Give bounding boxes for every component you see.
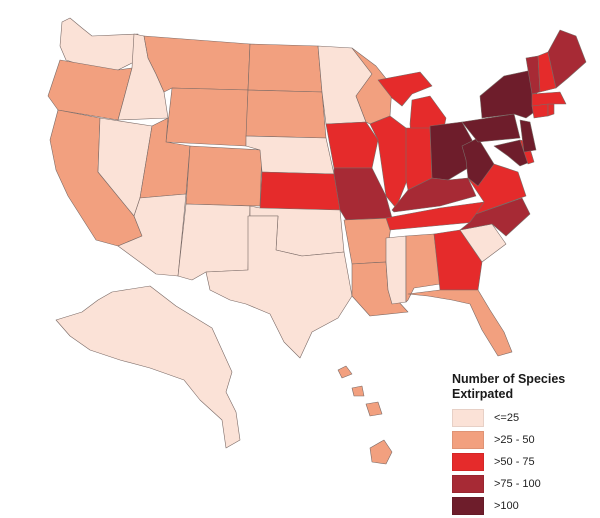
legend-label: >25 - 50 [494, 434, 535, 446]
legend-item: >50 - 75 [452, 452, 597, 472]
state-pa [461, 113, 521, 143]
state-tx [205, 215, 353, 359]
state-ia [325, 121, 379, 169]
state-nm [177, 203, 251, 281]
legend-label: >50 - 75 [494, 456, 535, 468]
us-state-map [47, 17, 587, 465]
state-wy [165, 87, 249, 147]
state-fl [407, 289, 513, 357]
state-md [493, 139, 531, 167]
state-sd [245, 89, 327, 139]
map-legend: Number of Species Extirpated <=25 >25 - … [452, 372, 597, 518]
state-ma [531, 91, 567, 107]
legend-swatch [452, 475, 484, 493]
legend-title-line-2: Extirpated [452, 387, 514, 401]
species-extirpation-map: Number of Species Extirpated <=25 >25 - … [47, 17, 587, 515]
state-hi [337, 365, 393, 465]
legend-item: >100 [452, 496, 597, 516]
legend-label: >100 [494, 500, 519, 512]
states-layer [47, 17, 587, 465]
legend-swatch [452, 409, 484, 427]
legend-item: >25 - 50 [452, 430, 597, 450]
state-ms [385, 235, 407, 305]
state-az [117, 193, 187, 277]
legend-title-line-1: Number of Species [452, 372, 566, 386]
legend-label: <=25 [494, 412, 520, 424]
legend-swatch [452, 431, 484, 449]
state-wa [59, 17, 139, 71]
legend-label: >75 - 100 [494, 478, 541, 490]
state-ri [547, 103, 555, 117]
state-me [547, 29, 587, 89]
state-co [185, 145, 263, 207]
state-nc [459, 197, 531, 237]
state-nd [247, 43, 323, 93]
state-il [369, 115, 409, 209]
state-ak [55, 285, 241, 449]
legend-item: <=25 [452, 408, 597, 428]
legend-item: >75 - 100 [452, 474, 597, 494]
state-ct [531, 103, 549, 119]
state-ks [259, 171, 341, 211]
legend-title: Number of Species Extirpated [452, 372, 597, 402]
state-nj [519, 119, 537, 153]
state-ar [343, 217, 393, 265]
legend-swatch [452, 453, 484, 471]
